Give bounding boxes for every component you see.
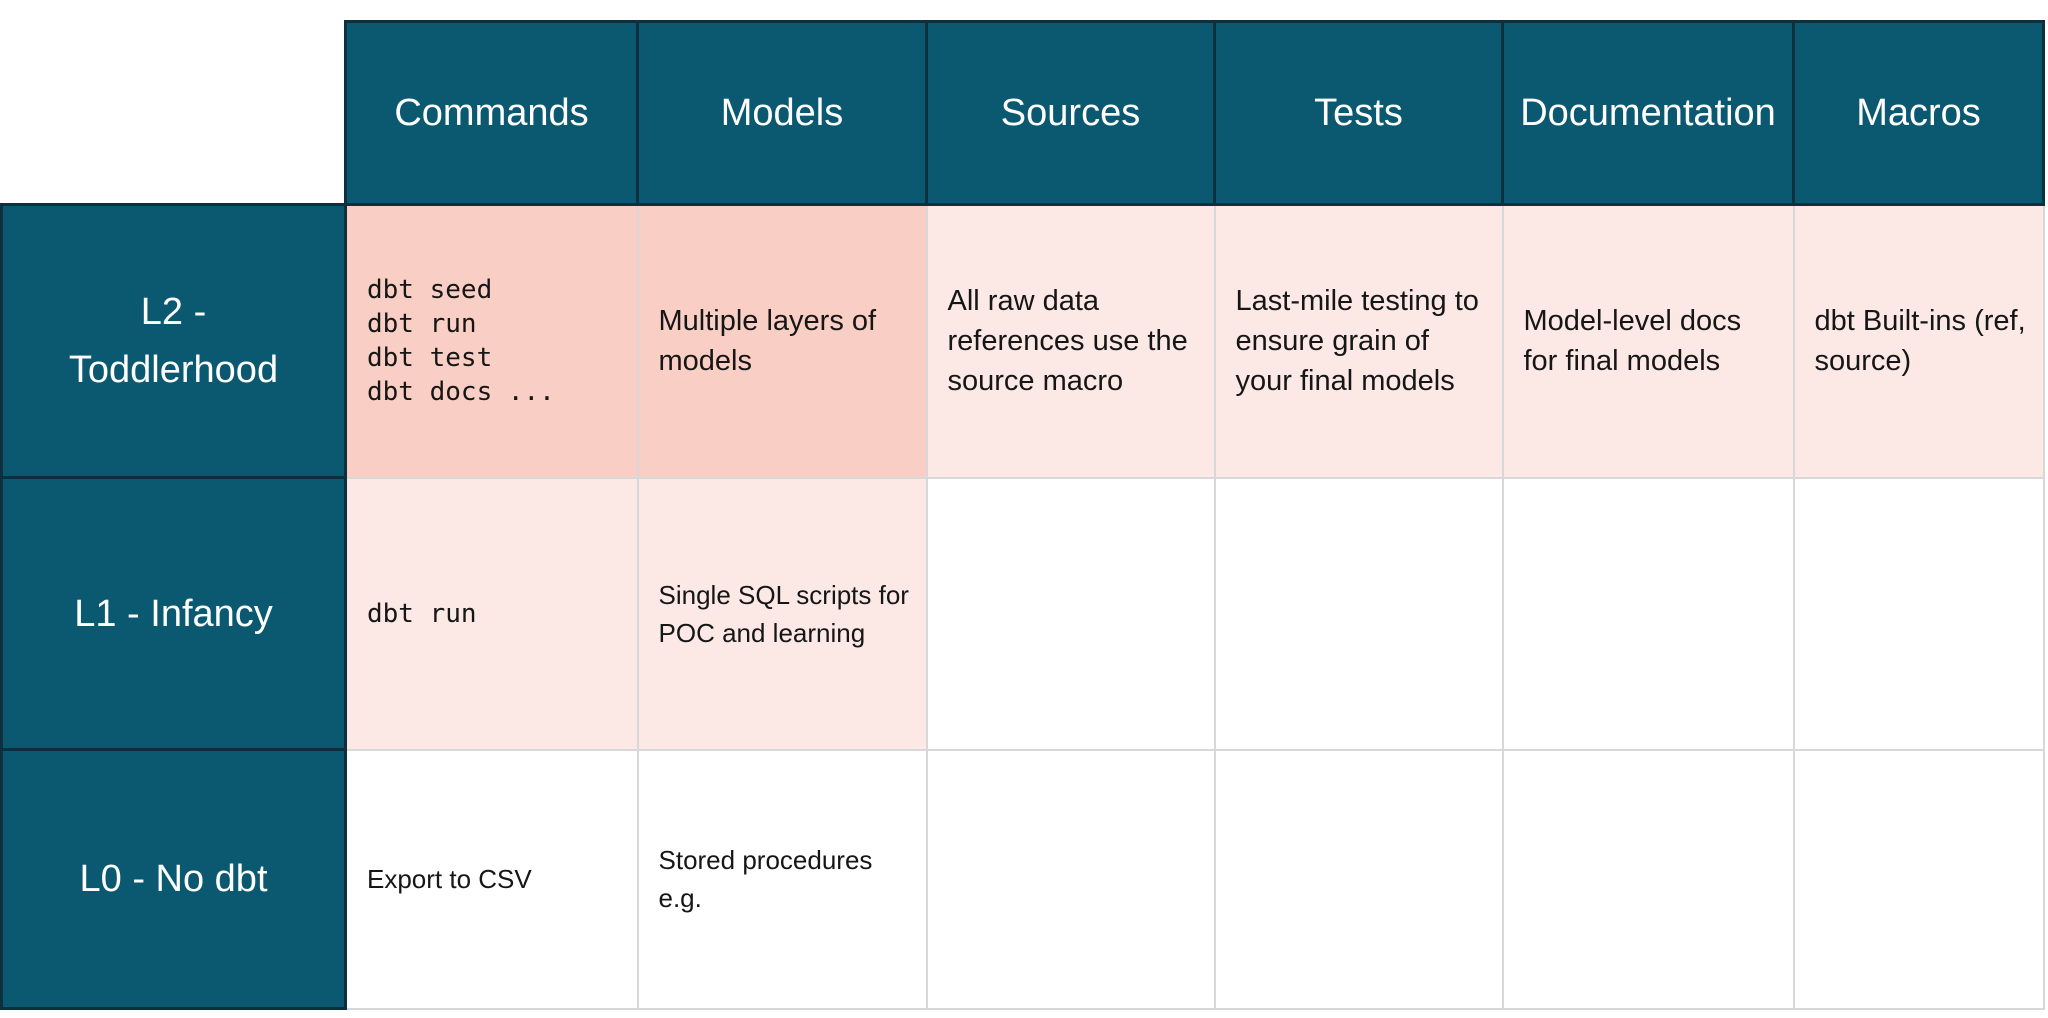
cell-l2-commands: dbt seed dbt run dbt test dbt docs ... xyxy=(344,203,639,479)
header-cell-macros: Macros xyxy=(1792,20,2045,206)
cell-l0-macros xyxy=(1792,748,2045,1010)
cell-l0-tests xyxy=(1213,748,1504,1010)
header-cell-sources: Sources xyxy=(925,20,1216,206)
cell-l2-documentation: Model-level docs for final models xyxy=(1501,203,1795,479)
cell-l0-sources xyxy=(925,748,1216,1010)
cell-l2-models: Multiple layers of models xyxy=(636,203,928,479)
cell-l2-tests: Last-mile testing to ensure grain of you… xyxy=(1213,203,1504,479)
header-cell-tests: Tests xyxy=(1213,20,1504,206)
cell-l1-sources xyxy=(925,476,1216,751)
header-cell-commands: Commands xyxy=(344,20,639,206)
cell-l2-sources: All raw data references use the source m… xyxy=(925,203,1216,479)
cell-l1-tests xyxy=(1213,476,1504,751)
cell-l1-commands: dbt run xyxy=(344,476,639,751)
row-header-l1: L1 - Infancy xyxy=(0,476,347,751)
cell-l1-documentation xyxy=(1501,476,1795,751)
row-l0-no-dbt: L0 - No dbt Export to CSV Stored procedu… xyxy=(0,748,2045,1010)
header-row: Commands Models Sources Tests Documentat… xyxy=(1,20,2045,206)
row-l1-infancy: L1 - Infancy dbt run Single SQL scripts … xyxy=(0,476,2045,751)
cell-l2-macros: dbt Built-ins (ref, source) xyxy=(1792,203,2045,479)
cell-l0-commands: Export to CSV xyxy=(344,748,639,1010)
cell-l0-models: Stored procedures e.g. xyxy=(636,748,928,1010)
cell-l0-documentation xyxy=(1501,748,1795,1010)
header-cell-documentation: Documentation xyxy=(1501,20,1795,206)
dbt-maturity-table: Commands Models Sources Tests Documentat… xyxy=(0,20,2045,1010)
cell-l1-macros xyxy=(1792,476,2045,751)
row-header-l2: L2 - Toddlerhood xyxy=(0,203,347,479)
corner-cell xyxy=(1,21,346,205)
row-l2-toddlerhood: L2 - Toddlerhood dbt seed dbt run dbt te… xyxy=(0,203,2045,479)
header-cell-models: Models xyxy=(636,20,928,206)
row-header-l0: L0 - No dbt xyxy=(0,748,347,1010)
cell-l1-models: Single SQL scripts for POC and learning xyxy=(636,476,928,751)
